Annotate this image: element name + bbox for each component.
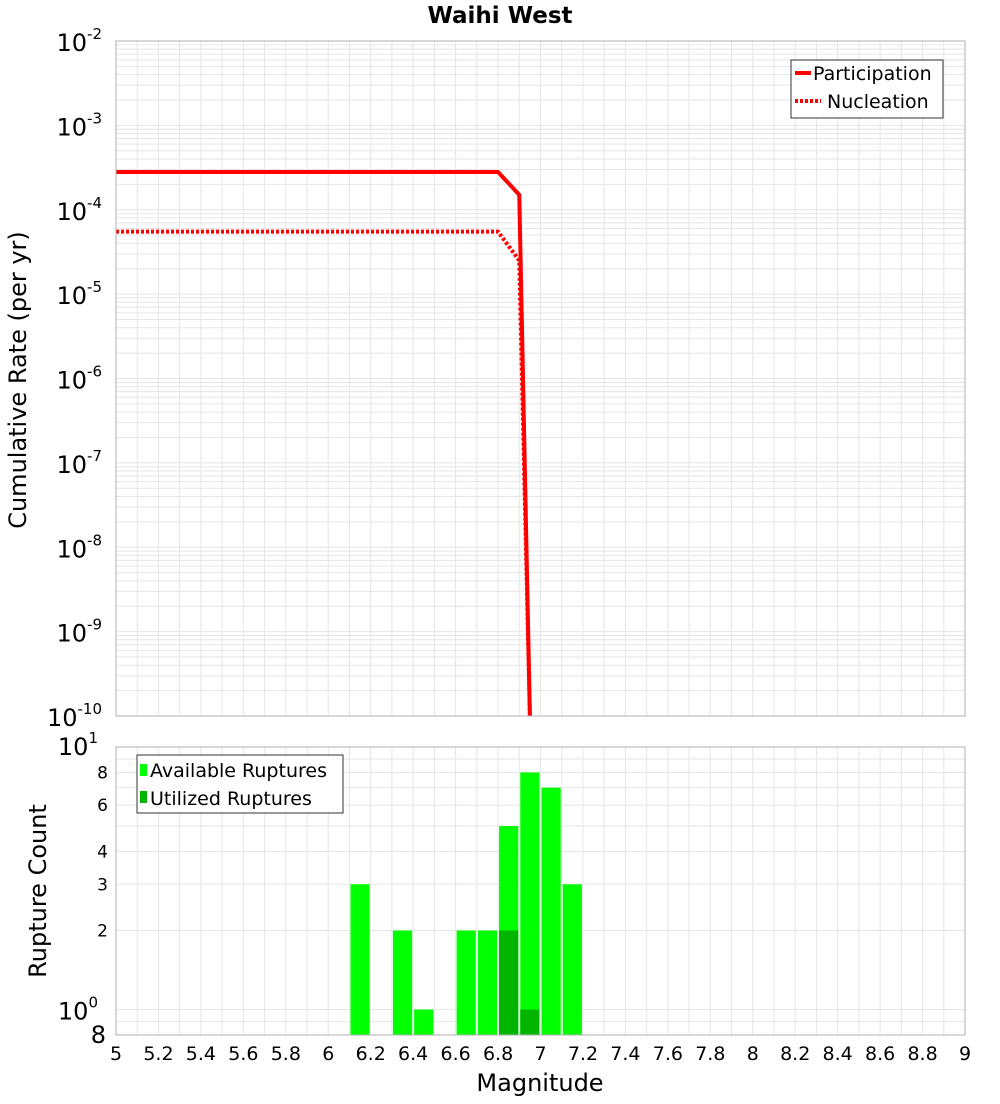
x-tick-label: 8.2 [780, 1043, 810, 1065]
bottom-x-ticks: 5 5.2 5.4 5.6 5.8 6 6.2 6.4 6.6 6.8 7 7.2 7.4 7.6 7.8 8… [110, 1043, 971, 1065]
x-tick-label: 5.8 [271, 1043, 301, 1065]
top-y-tick-label: 10-8 [56, 531, 102, 563]
top-y-tick-label: 10-9 [56, 616, 102, 648]
top-y-tick-label: 10-4 [56, 194, 102, 226]
x-tick-label: 8 [747, 1043, 759, 1065]
top-series [116, 170, 532, 717]
x-tick-label: 8.6 [865, 1043, 895, 1065]
bar-available-ruptures [414, 1009, 434, 1035]
bar-available-ruptures [477, 930, 498, 1035]
x-tick-label: 6 [322, 1043, 334, 1065]
x-axis-label: Magnitude [476, 1069, 603, 1097]
bar-utilized-ruptures [520, 1009, 540, 1035]
x-tick-label: 8.4 [823, 1043, 853, 1065]
bottom-y-tick-label: 2 [97, 922, 108, 942]
x-tick-label: 6.4 [398, 1043, 428, 1065]
top-y-tick-label: 10-5 [56, 278, 102, 310]
x-tick-label: 7.8 [695, 1043, 725, 1065]
x-tick-label: 7 [534, 1043, 546, 1065]
legend-participation-label: Participation [813, 63, 932, 85]
chart-title: Waihi West [427, 3, 572, 29]
bottom-y-tick-label: 3 [97, 875, 108, 895]
legend-available-label: Available Ruptures [150, 760, 327, 782]
series-line-nucleation [116, 229, 532, 717]
bar-available-ruptures [520, 772, 540, 1035]
x-tick-label: 7.2 [568, 1043, 598, 1065]
x-tick-label: 9 [959, 1043, 971, 1065]
bottom-legend: Available Ruptures Utilized Ruptures [136, 754, 344, 814]
top-y-tick-label: 10-2 [56, 25, 102, 57]
bottom-y-tick-label-min: 8 [91, 1021, 106, 1049]
top-legend: Participation Nucleation [790, 59, 944, 119]
x-tick-label: 8.8 [907, 1043, 937, 1065]
top-grid [115, 41, 966, 717]
top-legend-box [790, 59, 944, 119]
x-tick-label: 7.4 [610, 1043, 640, 1065]
legend-available-swatch [140, 764, 147, 776]
legend-nucleation-label: Nucleation [827, 91, 929, 113]
x-tick-label: 5.2 [143, 1043, 173, 1065]
bottom-y-axis-label: Rupture Count [24, 804, 52, 978]
bottom-y-tick-label-top: 101 [58, 729, 98, 761]
bar-available-ruptures [456, 930, 476, 1035]
x-tick-label: 5.6 [228, 1043, 258, 1065]
top-y-tick-label: 10-6 [56, 363, 102, 395]
legend-utilized-swatch [140, 791, 147, 803]
top-plot-frame [115, 40, 966, 717]
bottom-y-tick-label: 6 [97, 796, 108, 816]
top-y-tick-label: 10-3 [56, 109, 102, 141]
x-tick-label: 7.6 [653, 1043, 683, 1065]
x-tick-label: 6.8 [483, 1043, 513, 1065]
bar-available-ruptures [392, 930, 413, 1035]
top-y-tick-label: 10-10 [47, 700, 102, 732]
top-panel: 10-10 10-9 10-8 10-7 10-6 10-5 10-4 10-3 10-2 Cu… [4, 25, 966, 732]
bottom-y-tick-label: 8 [97, 763, 108, 783]
bar-available-ruptures [541, 787, 561, 1035]
bottom-bars [350, 772, 582, 1035]
top-y-ticks: 10-10 10-9 10-8 10-7 10-6 10-5 10-4 10-3 10-2 [47, 25, 102, 732]
x-tick-label: 5.4 [186, 1043, 216, 1065]
bottom-y-tick-label: 4 [97, 842, 108, 862]
x-tick-label: 6.6 [440, 1043, 470, 1065]
bar-utilized-ruptures [499, 930, 519, 1035]
bottom-y-tick-label-base: 100 [58, 994, 98, 1026]
bar-available-ruptures [350, 884, 370, 1035]
top-y-axis-label: Cumulative Rate (per yr) [4, 231, 32, 529]
bottom-legend-box [136, 754, 344, 814]
x-tick-label: 5 [110, 1043, 122, 1065]
legend-utilized-label: Utilized Ruptures [150, 788, 312, 810]
bar-available-ruptures [562, 884, 582, 1035]
top-y-tick-label: 10-7 [56, 447, 102, 479]
bottom-plot-frame [115, 746, 966, 1036]
x-tick-label: 6.2 [356, 1043, 386, 1065]
